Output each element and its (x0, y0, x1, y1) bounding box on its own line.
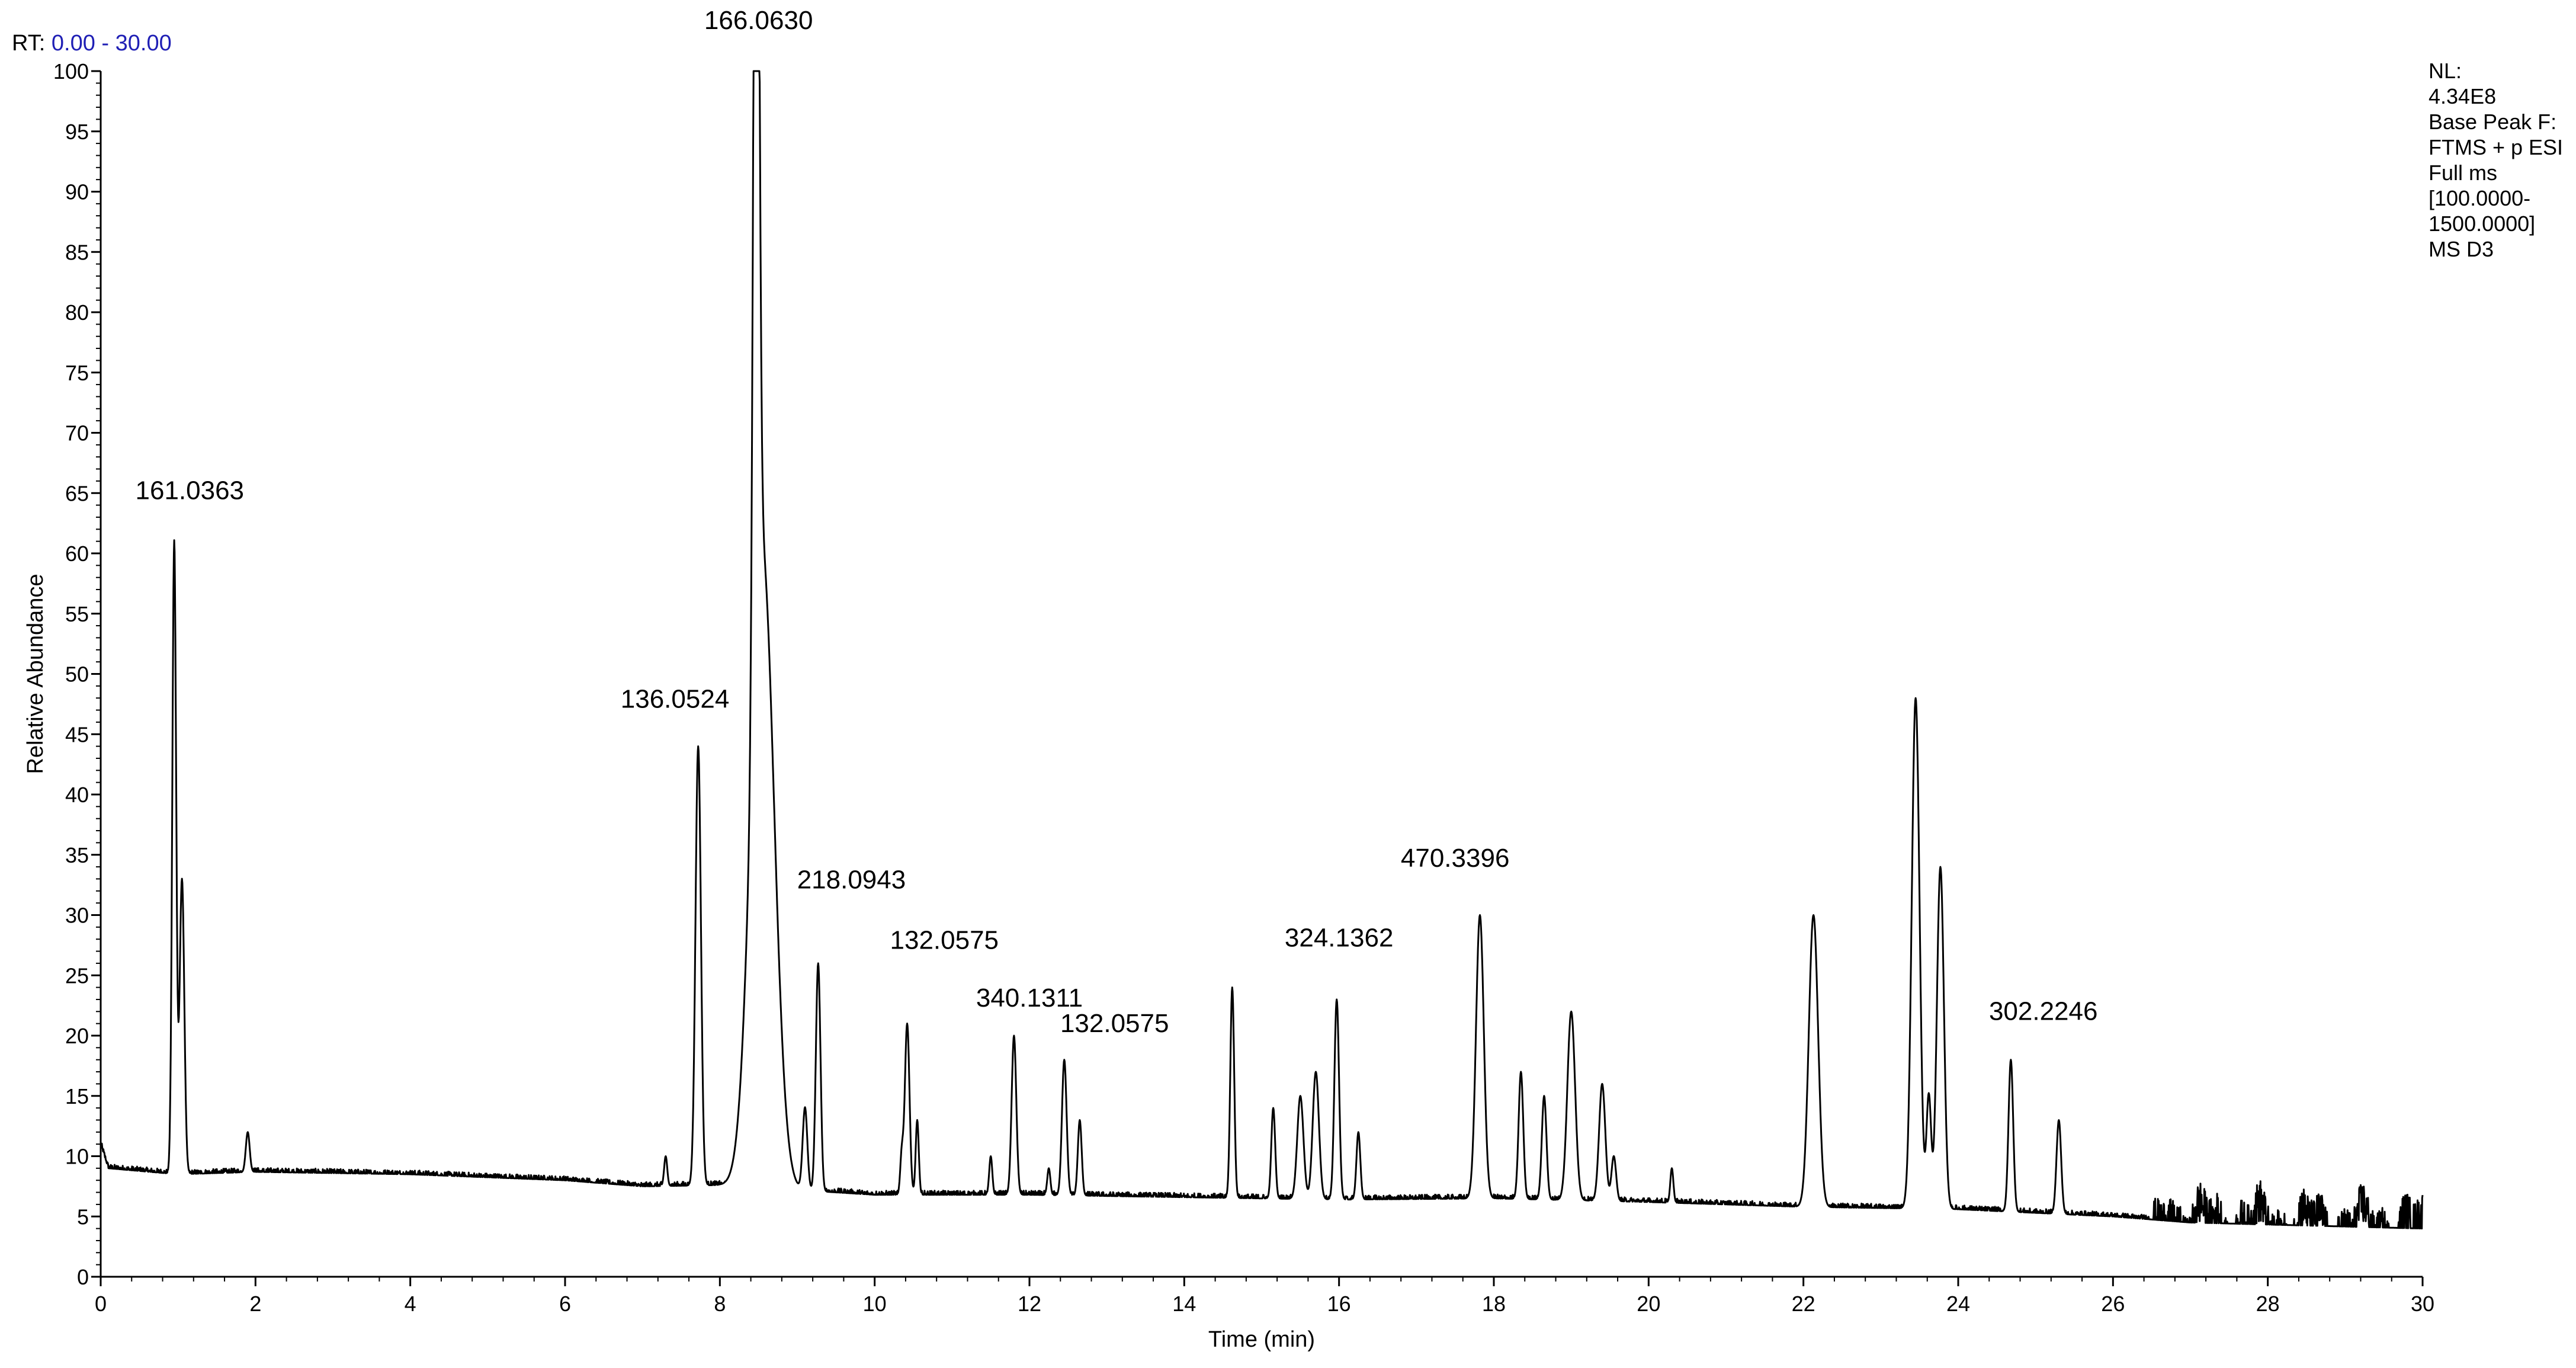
x-tick-label: 6 (559, 1292, 571, 1316)
x-tick-label: 24 (1946, 1292, 1970, 1316)
x-tick-label: 18 (1482, 1292, 1506, 1316)
x-tick-label: 20 (1637, 1292, 1660, 1316)
y-tick-label: 30 (65, 904, 89, 928)
rt-range-value: 0.00 - 30.00 (51, 31, 172, 56)
x-tick-label: 8 (714, 1292, 726, 1316)
x-tick-label: 0 (95, 1292, 107, 1316)
x-tick-label: 14 (1172, 1292, 1196, 1316)
x-tick-label: 26 (2101, 1292, 2125, 1316)
x-tick-label: 10 (863, 1292, 887, 1316)
x-axis-label: Time (min) (1208, 1327, 1315, 1352)
x-tick-label: 12 (1018, 1292, 1041, 1316)
y-tick-label: 0 (77, 1265, 89, 1289)
peak-mz-label: 302.2246 (1989, 997, 2098, 1026)
peak-mz-label: 161.0363 (136, 476, 245, 505)
info-nl-label: NL: (2429, 59, 2462, 83)
scan-info-block: NL: 4.34E8 Base Peak F: FTMS + p ESI Ful… (2429, 58, 2563, 262)
y-tick-label: 50 (65, 662, 89, 687)
y-tick-label: 65 (65, 481, 89, 505)
rt-range-label: RT: 0.00 - 30.00 (12, 31, 172, 56)
y-tick-label: 95 (65, 120, 89, 144)
peak-annotations: 161.0363 166.0630 136.0524 218.0943 132.0575… (136, 6, 2098, 1038)
peak-mz-label: 218.0943 (797, 866, 906, 895)
y-tick-label: 90 (65, 180, 89, 204)
chromatogram-trace (100, 70, 2424, 1230)
info-scan-type: Full ms (2429, 161, 2497, 185)
y-tick-label: 85 (65, 240, 89, 264)
info-mass-range-start: [100.0000- (2429, 186, 2531, 210)
y-tick-label: 15 (65, 1084, 89, 1109)
info-ionization: FTMS + p ESI (2429, 135, 2564, 159)
rt-prefix: RT: (12, 31, 46, 56)
x-tick-label: 28 (2256, 1292, 2280, 1316)
peak-mz-label: 132.0575 (890, 925, 999, 954)
y-tick-label: 75 (65, 361, 89, 385)
peak-mz-label: 132.0575 (1060, 1009, 1169, 1038)
y-tick-label: 25 (65, 963, 89, 988)
x-tick-label: 30 (2411, 1292, 2434, 1316)
info-sample-name: MS D3 (2429, 237, 2494, 261)
info-base-peak: Base Peak F: (2429, 110, 2557, 134)
y-tick-label: 60 (65, 542, 89, 566)
y-tick-label: 5 (77, 1204, 89, 1229)
y-tick-label: 10 (65, 1145, 89, 1169)
y-axis-label: Relative Abundance (23, 574, 48, 774)
y-tick-label: 45 (65, 722, 89, 747)
peak-mz-label: 470.3396 (1401, 844, 1510, 873)
peak-mz-label: 166.0630 (704, 6, 813, 35)
x-tick-label: 22 (1792, 1292, 1815, 1316)
y-tick-label: 35 (65, 843, 89, 867)
x-tick-label: 16 (1327, 1292, 1351, 1316)
y-tick-label: 70 (65, 421, 89, 446)
y-tick-label: 55 (65, 602, 89, 626)
chart-axes (100, 71, 2423, 1278)
info-nl-value: 4.34E8 (2429, 84, 2497, 108)
info-mass-range-end: 1500.0000] (2429, 212, 2536, 236)
y-tick-label: 20 (65, 1024, 89, 1048)
x-tick-label: 2 (249, 1292, 261, 1316)
y-tick-label: 80 (65, 300, 89, 325)
x-tick-label: 4 (405, 1292, 416, 1316)
axis-ticks: 0510152025303540455055606570758085909510… (53, 59, 2434, 1316)
peak-mz-label: 340.1311 (976, 983, 1083, 1013)
y-tick-label: 100 (53, 59, 89, 84)
y-tick-label: 40 (65, 783, 89, 807)
peak-mz-label: 136.0524 (621, 684, 730, 713)
peak-mz-label: 324.1362 (1285, 923, 1394, 952)
